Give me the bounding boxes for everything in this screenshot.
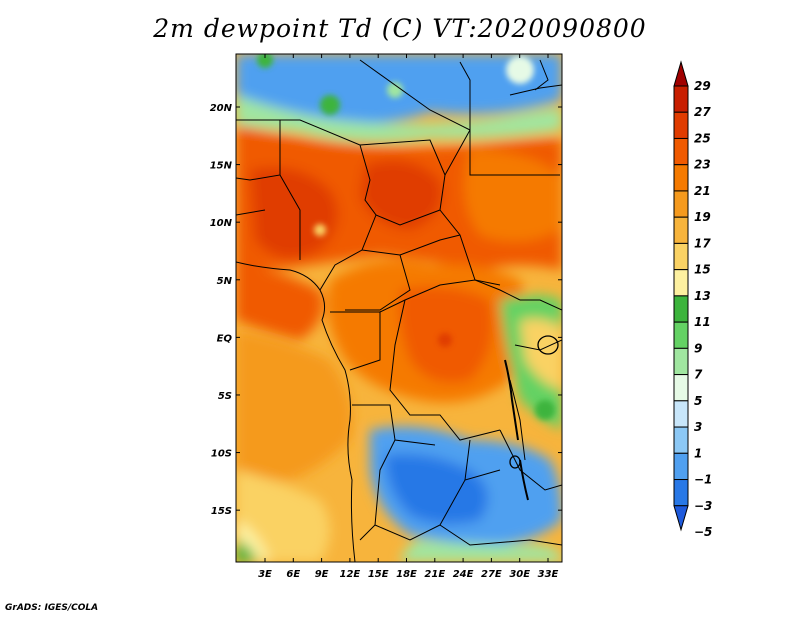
plot-frame xyxy=(235,53,563,563)
colorbar-swatch xyxy=(673,164,689,192)
lon-label: 18E xyxy=(396,569,417,580)
colorbar-swatch xyxy=(673,479,689,507)
colorbar-swatch xyxy=(673,216,689,244)
chart-title: 2m dewpoint Td (C) VT:2020090800 xyxy=(153,14,647,43)
lon-label: 21E xyxy=(424,569,445,580)
colorbar-label: 23 xyxy=(694,158,711,172)
lat-label: EQ xyxy=(217,333,233,344)
colorbar-label: 25 xyxy=(694,131,711,145)
country-borders xyxy=(236,59,562,562)
lon-label: 27E xyxy=(481,569,502,580)
colorbar-label: 21 xyxy=(694,184,711,198)
colorbar-swatch xyxy=(673,452,689,481)
lat-label: 15N xyxy=(210,161,233,172)
colorbar-bottom-arrow xyxy=(673,505,689,532)
colorbar-swatch xyxy=(673,190,689,218)
lat-label: 10S xyxy=(211,449,232,460)
colorbar-swatch xyxy=(673,374,689,402)
colorbar-swatch xyxy=(673,426,689,454)
lat-label: 5S xyxy=(218,391,232,402)
colorbar: 29 27 25 23 21 19 17 15 13 11 9 7 5 3 1 −1 −3 −5 xyxy=(673,60,712,539)
lon-label: 33E xyxy=(538,569,559,580)
lon-label: 3E xyxy=(258,569,272,580)
colorbar-label: −5 xyxy=(694,525,712,539)
colorbar-swatch xyxy=(673,295,689,323)
dewpoint-shaded-field xyxy=(236,54,562,562)
colorbar-label: 9 xyxy=(694,341,702,355)
colorbar-label: −1 xyxy=(694,473,712,487)
lon-label: 9E xyxy=(315,569,329,580)
colorbar-label: −3 xyxy=(694,499,712,513)
lon-label: 15E xyxy=(368,569,389,580)
colorbar-label: 5 xyxy=(694,394,702,408)
colorbar-swatch xyxy=(673,321,689,349)
colorbar-label: 15 xyxy=(694,263,711,277)
colorbar-label: 3 xyxy=(694,420,702,434)
colorbar-label: 27 xyxy=(694,105,711,119)
colorbar-label: 13 xyxy=(694,289,711,303)
colorbar-swatch xyxy=(673,137,689,166)
colorbar-swatch xyxy=(673,347,689,376)
colorbar-swatch xyxy=(673,85,689,113)
lat-label: 5N xyxy=(217,276,233,287)
latitude-axis: 20N 15N 10N 5N EQ 5S 10S 15S xyxy=(210,103,562,517)
colorbar-label: 17 xyxy=(694,236,711,250)
lat-label: 10N xyxy=(210,218,233,229)
lakes xyxy=(504,335,559,501)
colorbar-swatch xyxy=(673,242,689,271)
colorbar-label: 11 xyxy=(694,315,711,329)
lon-label: 24E xyxy=(453,569,474,580)
lon-label: 12E xyxy=(340,569,361,580)
colorbar-label: 29 xyxy=(694,79,711,93)
colorbar-label: 7 xyxy=(694,368,703,382)
grads-credit: GrADS: IGES/COLA xyxy=(5,603,99,613)
longitude-axis: 3E 6E 9E 12E 15E 18E 21E 24E 27E 30E 33E xyxy=(258,54,559,580)
colorbar-label: 19 xyxy=(694,210,711,224)
lon-label: 6E xyxy=(286,569,300,580)
colorbar-swatch xyxy=(673,400,689,428)
colorbar-top-arrow xyxy=(673,60,689,87)
colorbar-swatch xyxy=(673,269,689,297)
lon-label: 30E xyxy=(509,569,530,580)
lat-label: 15S xyxy=(211,506,232,517)
colorbar-swatch xyxy=(673,111,689,139)
lake-victoria xyxy=(537,335,559,355)
colorbar-label: 1 xyxy=(694,446,702,460)
lat-label: 20N xyxy=(210,103,233,114)
